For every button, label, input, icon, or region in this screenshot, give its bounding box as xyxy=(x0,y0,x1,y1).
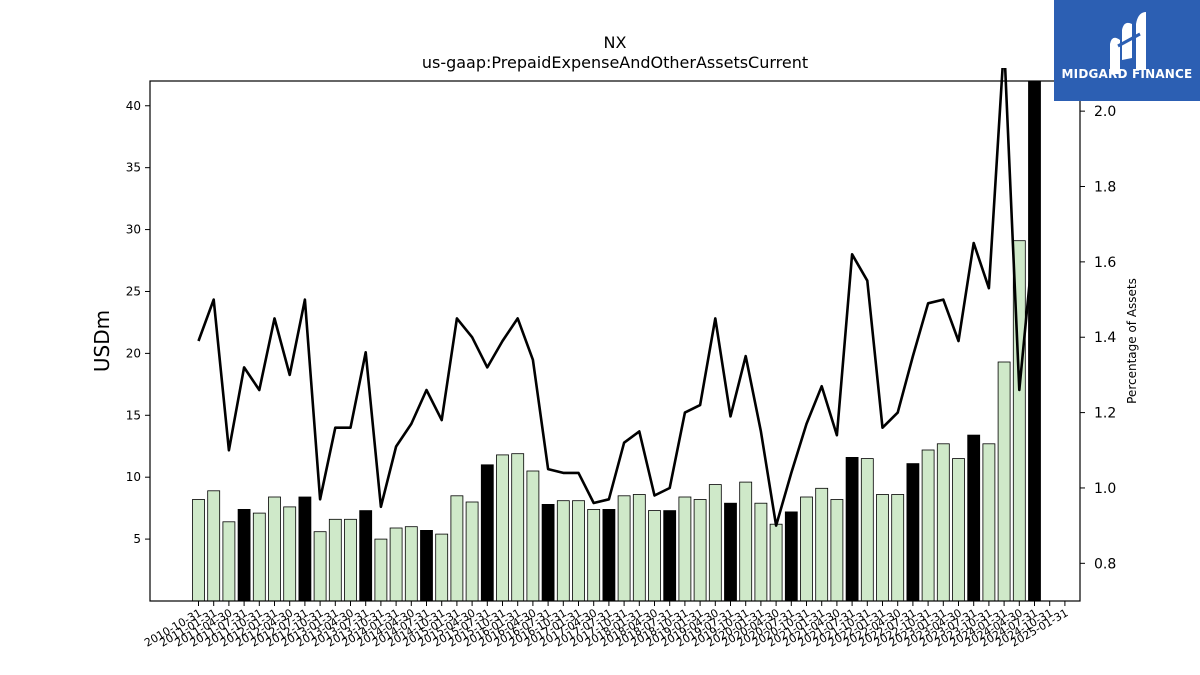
y-tick-label: 20 xyxy=(126,346,141,360)
bar-2020-01-31 xyxy=(754,502,768,602)
bar-2022-01-31 xyxy=(876,494,889,602)
brand-name: MIDGARD FINANCE xyxy=(1061,67,1193,81)
y2-tick-label: 1.4 xyxy=(1094,330,1116,346)
bar-2017-07-31 xyxy=(602,508,616,602)
bar-2020-07-31 xyxy=(784,511,798,602)
y-tick-label: 35 xyxy=(126,161,141,175)
bar-2017-01-31 xyxy=(572,500,585,602)
bar-2020-04-30 xyxy=(769,523,783,602)
x-axis-ticks: 2010-10-312011-01-312011-04-302011-07-31… xyxy=(142,601,1070,650)
chart-subtitle: us-gaap:PrepaidExpenseAndOtherAssetsCurr… xyxy=(422,53,808,72)
bar-2012-10-31 xyxy=(313,531,327,602)
bar-2015-10-31 xyxy=(496,454,509,602)
bar-2020-10-31 xyxy=(800,496,813,602)
bar-2013-07-31 xyxy=(359,510,373,602)
bar-2012-07-31 xyxy=(298,496,312,602)
bar-2015-04-30 xyxy=(465,501,479,602)
y2-tick-label: 1.2 xyxy=(1094,406,1116,422)
percentage-of-assets-line xyxy=(197,68,1036,527)
bar-2023-10-31 xyxy=(982,443,996,602)
line-series xyxy=(197,68,1036,527)
bar-2012-04-30 xyxy=(283,506,297,602)
bar-2013-01-31 xyxy=(328,518,342,602)
y-tick-label: 10 xyxy=(126,470,141,484)
bar-2015-07-31 xyxy=(480,464,494,602)
y2-axis-label: Percentage of Assets xyxy=(1125,278,1139,404)
bar-2023-01-31 xyxy=(936,443,950,602)
bar-2017-10-31 xyxy=(617,495,631,602)
bar-2014-10-31 xyxy=(435,533,449,602)
y-tick-label: 25 xyxy=(126,284,141,298)
bar-2018-10-31 xyxy=(678,496,692,602)
bar-2021-04-30 xyxy=(830,499,844,602)
bar-2024-01-31 xyxy=(997,361,1011,602)
bar-2016-04-30 xyxy=(526,470,540,602)
bar-series xyxy=(192,80,1041,602)
y-tick-label: 15 xyxy=(126,408,141,422)
bar-2013-10-31 xyxy=(374,538,388,602)
bar-2018-04-30 xyxy=(648,510,661,602)
bar-2012-01-31 xyxy=(268,496,281,602)
bar-2024-07-31 xyxy=(1028,80,1041,602)
bar-2021-10-31 xyxy=(860,458,874,602)
bar-2011-10-31 xyxy=(252,512,266,602)
y2-tick-label: 0.8 xyxy=(1094,556,1116,572)
bar-2022-04-30 xyxy=(891,494,905,602)
bar-2019-01-31 xyxy=(693,499,707,602)
y2-tick-label: 1.8 xyxy=(1094,180,1116,196)
bar-2013-04-30 xyxy=(344,518,357,602)
plot-frame xyxy=(149,80,1081,602)
midgard-logo-icon xyxy=(1110,12,1146,74)
y2-tick-label: 1.6 xyxy=(1094,255,1116,271)
bar-2019-04-30 xyxy=(708,484,722,602)
bar-2017-04-30 xyxy=(587,508,601,602)
bar-2014-01-31 xyxy=(389,527,403,602)
bar-2016-07-31 xyxy=(541,503,555,602)
bar-2022-07-31 xyxy=(906,463,920,602)
bar-2018-01-31 xyxy=(632,494,646,602)
y-tick-label: 30 xyxy=(126,223,141,237)
chart-title: NX xyxy=(604,33,627,52)
bar-2021-07-31 xyxy=(845,456,859,602)
brand-badge: MIDGARD FINANCE xyxy=(1054,0,1200,101)
bar-2011-01-31 xyxy=(207,490,221,602)
y-axis-label: USDm xyxy=(90,310,114,372)
bar-2014-07-31 xyxy=(420,530,433,602)
bar-2011-07-31 xyxy=(237,508,251,602)
bar-2019-07-31 xyxy=(724,502,737,602)
y2-tick-label: 2.0 xyxy=(1094,104,1116,120)
bar-2015-01-31 xyxy=(450,495,464,602)
bar-2010-10-31 xyxy=(192,499,205,602)
bar-2019-10-31 xyxy=(739,481,753,602)
bar-2011-04-30 xyxy=(222,521,236,602)
bar-2016-10-31 xyxy=(556,500,570,602)
bar-2016-01-31 xyxy=(511,453,525,602)
y2-tick-label: 1.0 xyxy=(1094,481,1116,497)
bar-2018-07-31 xyxy=(663,510,677,602)
y-tick-label: 40 xyxy=(126,99,141,113)
y-axis-ticks: 5 10 15 20 25 30 35 40 xyxy=(126,99,150,546)
bar-2023-04-30 xyxy=(952,458,965,602)
bar-2022-10-31 xyxy=(921,449,935,602)
bar-2021-01-31 xyxy=(815,487,829,602)
y2-axis-ticks: 0.8 1.0 1.2 1.4 1.6 1.8 2.0 xyxy=(1080,104,1116,572)
bar-2023-07-31 xyxy=(967,434,981,602)
y-tick-label: 5 xyxy=(133,532,141,546)
bar-2014-04-30 xyxy=(404,526,418,602)
